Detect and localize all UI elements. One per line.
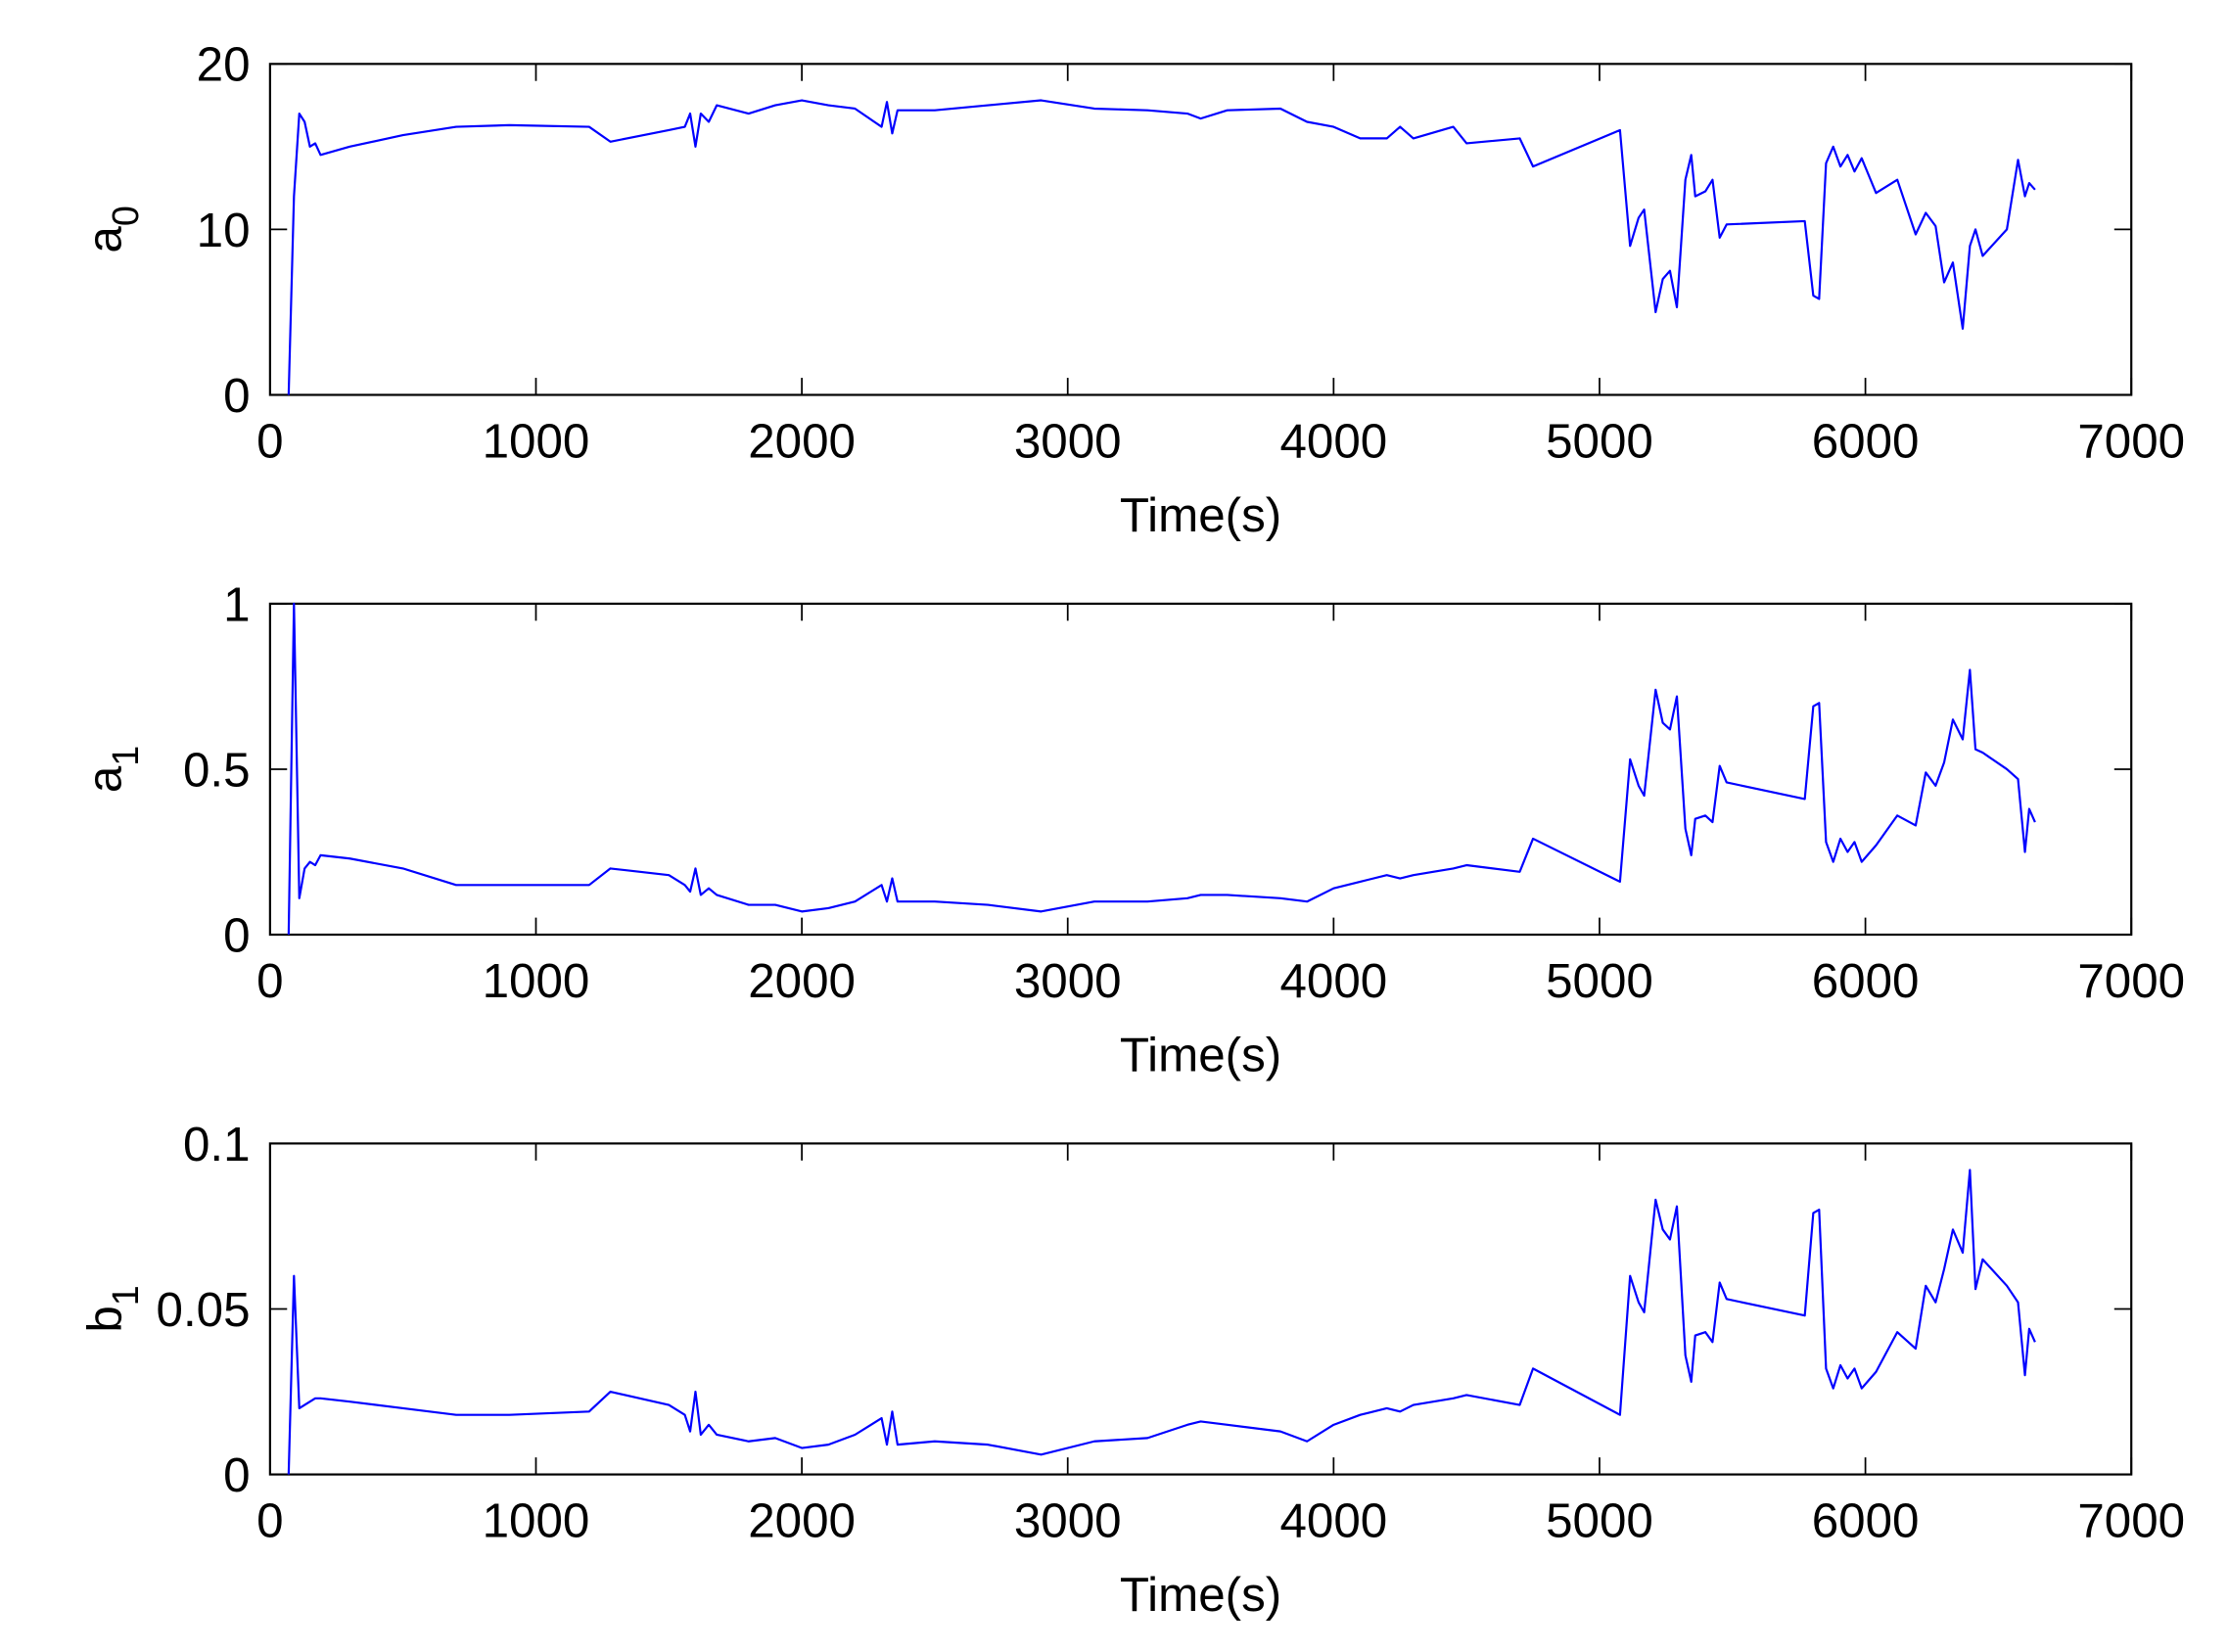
x-axis-label: Time(s)	[1120, 1028, 1281, 1081]
x-tick-label: 0	[256, 954, 283, 1008]
y-axis-label-base: a	[77, 765, 131, 793]
y-tick-label: 0.05	[157, 1283, 251, 1337]
y-axis-label-base: b	[77, 1306, 131, 1332]
y-tick-label: 0.1	[183, 1118, 251, 1171]
x-tick-label: 7000	[2077, 1493, 2185, 1547]
x-tick-label: 4000	[1279, 954, 1387, 1008]
x-tick-label: 2000	[748, 954, 856, 1008]
y-tick-label: 0	[223, 369, 250, 423]
y-tick-label: 0.5	[183, 743, 251, 797]
y-axis-label-base: a	[77, 226, 131, 253]
x-tick-label: 1000	[483, 414, 590, 468]
x-tick-label: 5000	[1546, 954, 1653, 1008]
x-tick-label: 3000	[1014, 414, 1122, 468]
x-tick-label: 6000	[1812, 1493, 1920, 1547]
y-tick-label: 0	[223, 908, 250, 962]
y-axis-label: a0	[77, 206, 145, 252]
x-tick-label: 1000	[483, 1493, 590, 1547]
x-tick-label: 2000	[748, 414, 856, 468]
x-tick-label: 7000	[2077, 954, 2185, 1008]
plot-area	[268, 63, 2133, 396]
x-tick-label: 5000	[1546, 1493, 1653, 1547]
y-axis-label-subscript: 1	[105, 746, 146, 766]
x-tick-label: 3000	[1014, 954, 1122, 1008]
x-tick-label: 7000	[2077, 414, 2185, 468]
y-axis-label: b1	[77, 1285, 145, 1332]
x-tick-label: 3000	[1014, 1493, 1122, 1547]
data-line	[287, 1169, 2036, 1475]
x-tick-label: 0	[256, 414, 283, 468]
x-axis-label: Time(s)	[1120, 1568, 1281, 1622]
plot-area	[268, 602, 2133, 937]
x-tick-label: 4000	[1279, 414, 1387, 468]
y-axis-label: a1	[77, 746, 145, 793]
y-tick-label: 20	[197, 38, 251, 92]
y-tick-label: 0	[223, 1448, 250, 1502]
x-tick-label: 2000	[748, 1493, 856, 1547]
data-line	[287, 99, 2036, 395]
x-tick-label: 5000	[1546, 414, 1653, 468]
x-axis-label: Time(s)	[1120, 488, 1281, 542]
x-tick-label: 0	[256, 1493, 283, 1547]
x-tick-label: 6000	[1812, 954, 1920, 1008]
y-tick-label: 10	[197, 204, 251, 257]
x-tick-label: 4000	[1279, 1493, 1387, 1547]
y-axis-label-subscript: 0	[105, 206, 146, 226]
plot-area	[268, 1142, 2133, 1476]
data-line	[287, 602, 2036, 936]
x-tick-label: 6000	[1812, 414, 1920, 468]
y-axis-label-subscript: 1	[105, 1285, 146, 1306]
y-tick-label: 1	[223, 577, 250, 631]
x-tick-label: 1000	[483, 954, 590, 1008]
